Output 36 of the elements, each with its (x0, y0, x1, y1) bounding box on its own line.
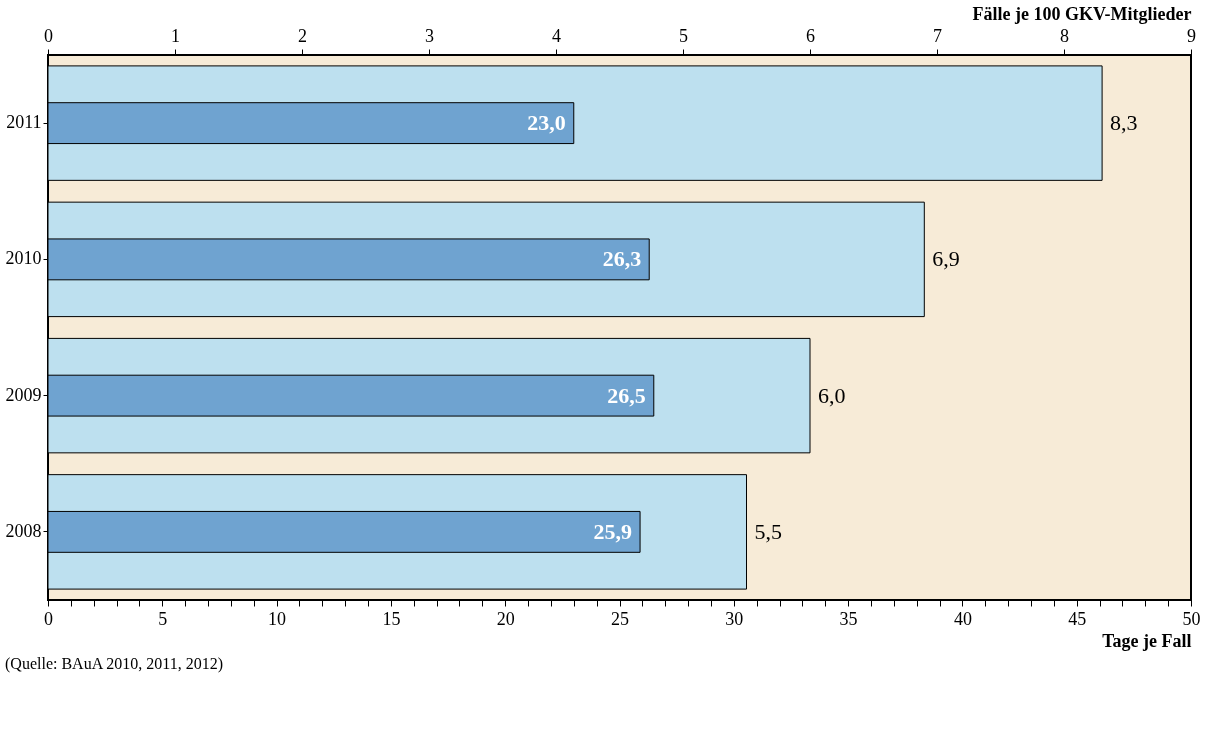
y-tick-label: 2010 (5, 248, 42, 269)
data-label: 26,5 (607, 382, 646, 408)
x2-tick-label: 3 (425, 25, 434, 46)
x-tick-label: 45 (1068, 608, 1087, 629)
data-label: 6,9 (932, 246, 960, 272)
x-tick-label: 30 (725, 608, 744, 629)
x2-tick-label: 9 (1187, 25, 1196, 46)
text: (Quelle: BAuA 2010, 2011, 2012) (5, 655, 224, 673)
x-tick-label: 35 (839, 608, 858, 629)
x-tick-label: 10 (268, 608, 287, 629)
x2-tick-label: 1 (171, 25, 180, 46)
x-axis-title: Tage je Fall (1102, 630, 1192, 651)
x2-tick-label: 5 (679, 25, 688, 46)
y-tick-label: 2009 (5, 384, 42, 405)
x2-tick-label: 0 (44, 25, 53, 46)
x2-tick-label: 8 (1060, 25, 1069, 46)
x2-tick-label: 2 (298, 25, 307, 46)
x2-tick-label: 4 (552, 25, 561, 46)
data-label: 23,0 (527, 110, 566, 136)
x2-tick-label: 6 (806, 25, 815, 46)
x-tick-label: 0 (44, 608, 53, 629)
y-tick-label: 2008 (5, 520, 42, 541)
x-tick-label: 15 (382, 608, 401, 629)
data-label: 5,5 (754, 518, 782, 544)
x2-tick-label: 7 (933, 25, 942, 46)
data-label: 25,9 (593, 518, 633, 544)
x-tick-label: 25 (611, 608, 629, 629)
x-tick-label: 5 (158, 608, 168, 629)
data-label: 26,3 (602, 246, 642, 272)
data-label: 8,3 (1110, 110, 1138, 136)
x-tick-label: 20 (496, 608, 515, 629)
y-tick-label: 2011 (6, 112, 42, 133)
x-tick-label: 50 (1182, 608, 1201, 629)
data-label: 6,0 (818, 382, 846, 408)
x-tick-label: 40 (953, 608, 972, 629)
x2-axis-title: Fälle je 100 GKV-Mitglieder (972, 3, 1192, 24)
